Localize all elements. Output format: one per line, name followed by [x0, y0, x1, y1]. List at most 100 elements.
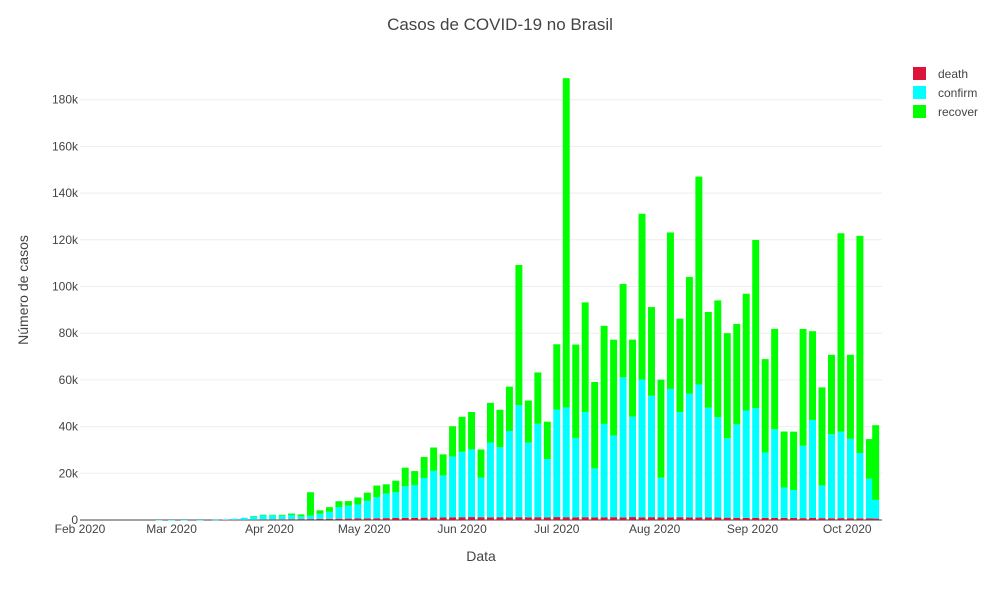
bar-confirm[interactable] — [856, 452, 864, 519]
bar-death[interactable] — [449, 517, 457, 520]
bar-confirm[interactable] — [714, 417, 722, 518]
bar-confirm[interactable] — [657, 477, 665, 518]
legend-swatch-death[interactable] — [913, 67, 926, 80]
bar-death[interactable] — [780, 517, 788, 520]
bar-confirm[interactable] — [572, 437, 580, 518]
bar-recover[interactable] — [610, 339, 618, 436]
bar-death[interactable] — [761, 517, 769, 520]
bar-confirm[interactable] — [325, 511, 333, 519]
bar-recover[interactable] — [572, 344, 580, 438]
bar-confirm[interactable] — [297, 516, 305, 520]
bar-confirm[interactable] — [733, 424, 741, 518]
bar-recover[interactable] — [818, 387, 826, 486]
bar-recover[interactable] — [250, 516, 258, 517]
bar-confirm[interactable] — [846, 438, 854, 519]
bar-death[interactable] — [231, 519, 239, 521]
bar-recover[interactable] — [648, 307, 655, 396]
bar-recover[interactable] — [325, 507, 333, 512]
bar-recover[interactable] — [865, 439, 873, 479]
legend-label-confirm[interactable]: confirm — [938, 86, 977, 100]
bar-death[interactable] — [865, 518, 873, 520]
bar-recover[interactable] — [344, 501, 352, 506]
bar-recover[interactable] — [828, 354, 835, 435]
bar-confirm[interactable] — [468, 449, 476, 518]
bar-death[interactable] — [610, 517, 618, 520]
bar-death[interactable] — [316, 518, 324, 520]
bar-confirm[interactable] — [790, 489, 798, 519]
bar-confirm[interactable] — [411, 485, 419, 518]
bar-confirm[interactable] — [648, 395, 655, 518]
bar-death[interactable] — [477, 517, 485, 520]
bar-death[interactable] — [430, 517, 438, 520]
bar-recover[interactable] — [468, 412, 476, 450]
bar-death[interactable] — [534, 517, 542, 520]
bar-recover[interactable] — [524, 400, 532, 443]
bar-recover[interactable] — [619, 283, 627, 378]
bar-confirm[interactable] — [723, 438, 731, 518]
bar-recover[interactable] — [392, 480, 400, 493]
bar-recover[interactable] — [809, 331, 817, 420]
bar-death[interactable] — [496, 517, 504, 520]
bar-death[interactable] — [221, 519, 229, 521]
bar-death[interactable] — [704, 517, 712, 520]
bar-confirm[interactable] — [524, 442, 532, 518]
bar-recover[interactable] — [382, 484, 390, 494]
bar-recover[interactable] — [269, 514, 277, 516]
bar-recover[interactable] — [534, 372, 542, 424]
bar-confirm[interactable] — [562, 407, 570, 518]
bar-confirm[interactable] — [430, 470, 438, 518]
bar-confirm[interactable] — [809, 419, 817, 519]
bar-confirm[interactable] — [401, 486, 409, 518]
bar-death[interactable] — [771, 518, 779, 520]
legend-swatch-recover[interactable] — [913, 105, 926, 118]
bar-death[interactable] — [581, 517, 589, 520]
bar-recover[interactable] — [411, 471, 419, 486]
bar-recover[interactable] — [761, 359, 769, 453]
bar-confirm[interactable] — [865, 478, 873, 519]
bar-recover[interactable] — [790, 431, 798, 490]
bar-recover[interactable] — [373, 485, 381, 498]
bar-confirm[interactable] — [420, 477, 428, 518]
bar-recover[interactable] — [316, 510, 324, 514]
bar-death[interactable] — [714, 517, 722, 520]
bar-recover[interactable] — [505, 386, 513, 432]
bar-recover[interactable] — [742, 293, 750, 411]
bar-confirm[interactable] — [638, 379, 646, 518]
bar-death[interactable] — [818, 518, 826, 520]
bar-death[interactable] — [790, 518, 798, 520]
bar-recover[interactable] — [752, 239, 760, 409]
bar-death[interactable] — [676, 517, 684, 520]
bar-recover[interactable] — [799, 328, 807, 446]
bar-death[interactable] — [600, 517, 608, 520]
bar-recover[interactable] — [562, 78, 570, 408]
bar-recover[interactable] — [872, 425, 880, 500]
bar-recover[interactable] — [496, 409, 504, 448]
bar-confirm[interactable] — [278, 515, 286, 520]
bar-recover[interactable] — [733, 323, 741, 425]
bar-confirm[interactable] — [212, 519, 220, 521]
bar-confirm[interactable] — [168, 519, 176, 521]
bar-confirm[interactable] — [354, 504, 362, 519]
bar-death[interactable] — [733, 517, 741, 520]
bar-confirm[interactable] — [704, 407, 712, 518]
bar-death[interactable] — [695, 517, 703, 520]
bar-recover[interactable] — [638, 213, 646, 380]
bar-death[interactable] — [288, 519, 296, 520]
bar-recover[interactable] — [846, 354, 854, 439]
bar-death[interactable] — [250, 519, 258, 521]
bar-recover[interactable] — [629, 339, 637, 417]
bar-recover[interactable] — [714, 300, 722, 418]
bar-recover[interactable] — [553, 344, 561, 410]
bar-death[interactable] — [505, 517, 513, 520]
bar-death[interactable] — [363, 518, 371, 520]
bar-death[interactable] — [723, 517, 731, 520]
bar-recover[interactable] — [278, 514, 286, 516]
bar-recover[interactable] — [543, 421, 551, 460]
bar-death[interactable] — [524, 517, 532, 520]
bar-recover[interactable] — [657, 379, 665, 478]
bar-death[interactable] — [666, 517, 674, 520]
bar-confirm[interactable] — [752, 408, 760, 518]
bar-confirm[interactable] — [600, 423, 608, 518]
bar-recover[interactable] — [335, 501, 343, 508]
bar-confirm[interactable] — [505, 431, 513, 518]
